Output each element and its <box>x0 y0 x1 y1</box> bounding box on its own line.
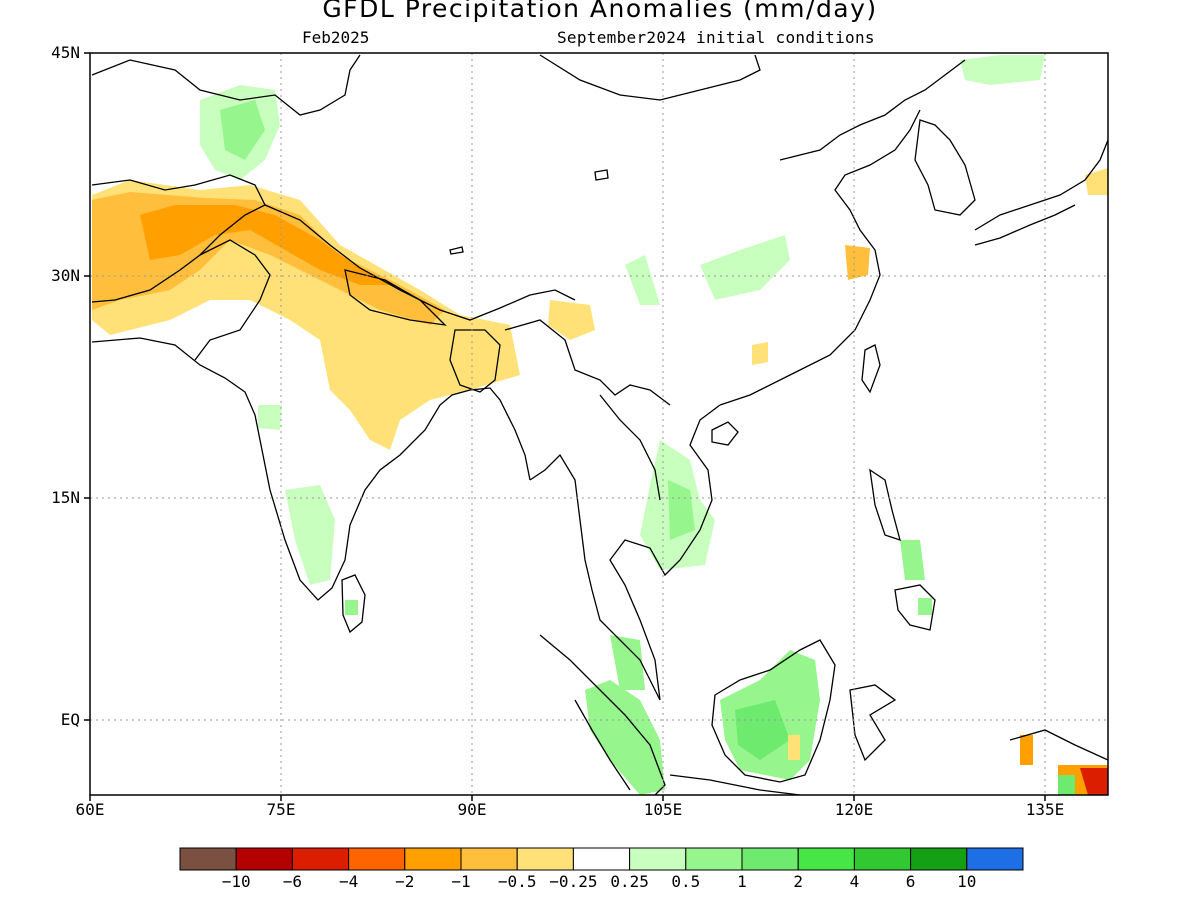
map-title: GFDL Precipitation Anomalies (mm/day) <box>322 0 878 23</box>
axis-ticks <box>84 52 1046 801</box>
colorbar-tick-label: −10 <box>221 872 251 891</box>
colorbar-tick-label: −0.5 <box>497 872 537 891</box>
sri-lanka-wet <box>345 600 358 615</box>
myanmar-malaya-coast <box>529 453 661 701</box>
sumatra-coast <box>539 634 666 795</box>
colorbar-swatch <box>741 847 799 871</box>
colorbar-swatch <box>685 847 743 871</box>
nepal-border <box>344 269 447 326</box>
sulawesi-coast <box>849 684 897 762</box>
japan-south-coast <box>974 204 1076 246</box>
colorbar-swatch <box>291 847 350 871</box>
banda-dry <box>1020 735 1033 765</box>
luzon-coast <box>869 468 901 541</box>
colorbar-tick-label: 1 <box>737 872 747 891</box>
graticule <box>90 53 1108 795</box>
colorbar-tick-label: 0.5 <box>671 872 701 891</box>
colorbar-swatch <box>797 847 855 871</box>
colorbar-tick-label: 6 <box>905 872 916 891</box>
china-ne-border <box>779 59 966 161</box>
west-ghats-wet <box>258 405 282 430</box>
lon-label-90e: 90E <box>457 800 487 819</box>
philippines-wet <box>900 540 925 580</box>
lat-label-30n: 30N <box>51 266 80 285</box>
sri-lanka-coast <box>341 574 366 634</box>
sumatra-wet <box>585 680 665 795</box>
lon-label-120e: 120E <box>834 800 874 819</box>
himalaya-dry-core <box>140 205 395 285</box>
mindanao-wet <box>918 598 932 615</box>
central-china-wet <box>700 235 790 300</box>
colorbar-tick-label: −1 <box>451 872 471 891</box>
thai-lao-border <box>599 394 661 501</box>
colorbar-tick-label: 2 <box>793 872 803 891</box>
bangladesh-border <box>449 329 501 393</box>
new-guinea-dry-core <box>1080 768 1108 795</box>
colorbar-swatch <box>179 847 237 871</box>
indochina-wet-core <box>668 480 695 540</box>
colorbar-swatch <box>966 847 1024 871</box>
pak-afg-border <box>91 174 266 303</box>
new-guinea-coast <box>1009 729 1108 761</box>
shanghai-dry <box>845 245 870 280</box>
gulf-of-thailand-coast <box>609 404 721 701</box>
lon-label-135e: 135E <box>1025 800 1065 819</box>
lon-label-75e: 75E <box>266 800 296 819</box>
korea-coast <box>914 119 976 216</box>
colorbar-swatch <box>910 847 968 871</box>
central-asia-wet-core <box>220 100 265 160</box>
coastlines <box>91 54 1108 795</box>
hainan-coast <box>711 421 739 446</box>
colorbar-swatch <box>572 847 631 871</box>
colorbar-tick-label: 4 <box>849 872 860 891</box>
colorbar-tick-label: 10 <box>957 872 977 891</box>
sichuan-wet <box>625 255 660 305</box>
ne-china-wet <box>960 55 1045 85</box>
lon-label-60e: 60E <box>75 800 105 819</box>
colorbar-tick-label: −2 <box>395 872 415 891</box>
initial-conditions-label: September2024 initial conditions <box>557 28 875 47</box>
malaya-wet <box>610 635 645 690</box>
colorbar-swatch <box>235 847 293 871</box>
lat-label-eq: EQ <box>60 710 80 729</box>
south-china-coast <box>719 109 921 406</box>
colorbar-swatch <box>629 847 687 871</box>
anomaly-shading <box>92 55 1108 795</box>
mindanao-coast <box>894 584 936 631</box>
colorbar-swatch <box>404 847 462 871</box>
map-frame <box>89 52 1109 796</box>
borneo-dry-spot <box>788 735 800 760</box>
colorbar-swatch <box>460 847 518 871</box>
new-guinea-wet-edge <box>1058 775 1075 795</box>
japan-coast <box>974 139 1108 231</box>
colorbar-tick-label: −4 <box>338 872 359 891</box>
lon-label-105e: 105E <box>643 800 683 819</box>
colorbar-tick-label: −6 <box>282 872 303 891</box>
colorbar-swatch <box>516 847 574 871</box>
tibet-lakes <box>449 169 609 255</box>
taiwan-coast <box>861 344 881 394</box>
colorbar-swatch <box>348 847 406 871</box>
borneo-coast <box>711 639 836 783</box>
colorbar-tick-label: 0.25 <box>610 872 649 891</box>
forecast-month: Feb2025 <box>302 28 370 47</box>
borneo-wet-core <box>735 700 790 760</box>
south-india-wet <box>285 485 335 585</box>
tibet-east-dry <box>548 300 595 340</box>
mongolia-border <box>539 54 761 101</box>
lat-label-15n: 15N <box>51 488 80 507</box>
s-china-dry <box>752 342 768 365</box>
himalaya-border <box>264 204 576 321</box>
lat-label-45n: 45N <box>51 43 80 62</box>
india-pak-border <box>194 239 271 361</box>
myanmar-border <box>504 319 671 406</box>
colorbar-tick-label: −0.25 <box>549 872 598 891</box>
java-coast <box>669 774 801 795</box>
central-asia-borders <box>91 54 361 116</box>
colorbar-swatch <box>853 847 912 871</box>
japan-dry <box>1085 168 1108 195</box>
